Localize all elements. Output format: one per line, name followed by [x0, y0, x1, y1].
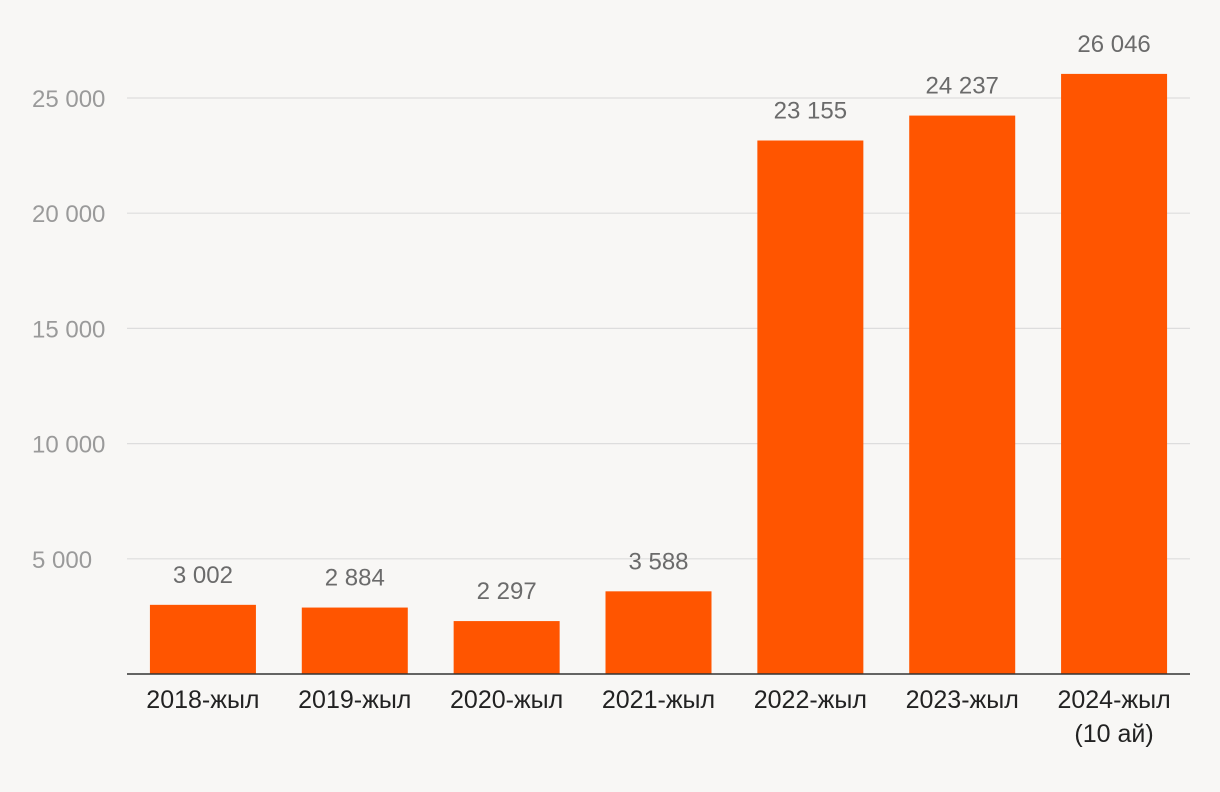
bar [149, 604, 256, 674]
bar [1061, 73, 1168, 675]
x-tick-label: 2021-жыл [602, 686, 715, 714]
x-tick-label-line: 2021-жыл [602, 686, 715, 714]
data-label: 2 297 [477, 578, 537, 605]
x-tick-label: 2018-жыл [146, 686, 259, 714]
y-tick-label: 10 000 [32, 432, 105, 459]
data-label: 26 046 [1077, 31, 1150, 58]
x-tick-label-line: 2023-жыл [906, 686, 1019, 714]
y-tick-label: 5 000 [32, 547, 92, 574]
x-axis-ticks: 2018-жыл 2019-жыл 2020-жыл 2021-жыл 2022-жыл… [146, 686, 1170, 748]
bar [453, 621, 560, 674]
bar [909, 115, 1016, 674]
x-tick-label-line: 2020-жыл [450, 686, 563, 714]
bar [301, 607, 408, 674]
data-label: 3 588 [628, 548, 688, 575]
gridlines [127, 97, 1190, 560]
data-label: 2 884 [325, 565, 385, 592]
data-label: 3 002 [173, 562, 233, 589]
data-labels: 3 002 2 884 2 297 3 588 23 155 24 237 26 046 [173, 31, 1151, 605]
bar [605, 591, 712, 674]
y-tick-label: 25 000 [32, 86, 105, 113]
y-axis-ticks: 5 000 10 000 15 000 20 000 25 000 [32, 86, 105, 574]
x-tick-label: 2019-жыл [298, 686, 411, 714]
bar [757, 140, 864, 675]
bars [149, 73, 1168, 675]
data-label: 23 155 [774, 98, 847, 125]
x-tick-label: 2022-жыл [754, 686, 867, 714]
x-tick-label: 2023-жыл [906, 686, 1019, 714]
data-label: 24 237 [926, 73, 999, 100]
x-tick-label-line: 2024-жыл [1057, 686, 1170, 714]
x-tick-label: 2020-жыл [450, 686, 563, 714]
x-tick-label-line: 2018-жыл [146, 686, 259, 714]
y-tick-label: 20 000 [32, 201, 105, 228]
y-tick-label: 15 000 [32, 316, 105, 343]
x-tick-label: 2024-жыл (10 ай) [1057, 686, 1170, 748]
x-tick-label-line: (10 ай) [1074, 720, 1153, 748]
x-tick-label-line: 2022-жыл [754, 686, 867, 714]
x-tick-label-line: 2019-жыл [298, 686, 411, 714]
